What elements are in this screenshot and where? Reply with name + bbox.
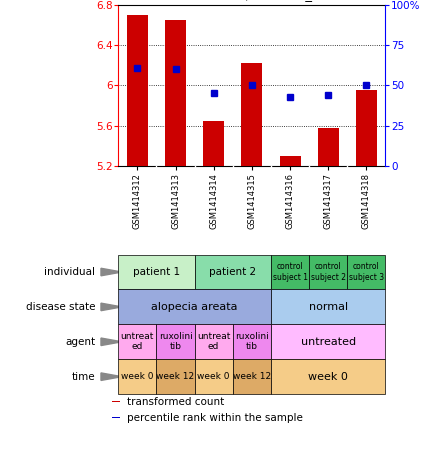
Bar [203,121,224,166]
Text: percentile rank within the sample: percentile rank within the sample [127,413,303,423]
Bar [112,417,120,419]
Bar [318,128,339,166]
Polygon shape [101,338,122,346]
Text: week 0: week 0 [121,372,154,381]
Polygon shape [101,373,122,381]
Text: disease state: disease state [26,302,95,312]
Text: patient 1: patient 1 [133,267,180,277]
Text: ruxolini
tib: ruxolini tib [235,332,269,352]
Text: week 0: week 0 [308,371,348,382]
Text: week 12: week 12 [233,372,271,381]
Text: alopecia areata: alopecia areata [152,302,238,312]
Text: transformed count: transformed count [127,396,225,407]
Text: individual: individual [44,267,95,277]
Text: untreat
ed: untreat ed [197,332,230,352]
Text: untreated: untreated [300,337,356,347]
Bar [127,14,148,166]
Bar [165,19,186,166]
Bar [356,91,377,166]
Text: ruxolini
tib: ruxolini tib [159,332,192,352]
Text: normal: normal [309,302,348,312]
Bar [241,63,262,166]
Text: untreat
ed: untreat ed [120,332,154,352]
Text: patient 2: patient 2 [209,267,256,277]
Text: control
subject 3: control subject 3 [349,262,384,282]
Text: control
subject 1: control subject 1 [272,262,307,282]
Bar [279,156,300,166]
Text: control
subject 2: control subject 2 [311,262,346,282]
Text: week 0: week 0 [198,372,230,381]
Text: agent: agent [65,337,95,347]
Text: time: time [71,371,95,382]
Bar [112,401,120,402]
Polygon shape [101,303,122,311]
Text: week 12: week 12 [156,372,194,381]
Polygon shape [101,268,122,276]
